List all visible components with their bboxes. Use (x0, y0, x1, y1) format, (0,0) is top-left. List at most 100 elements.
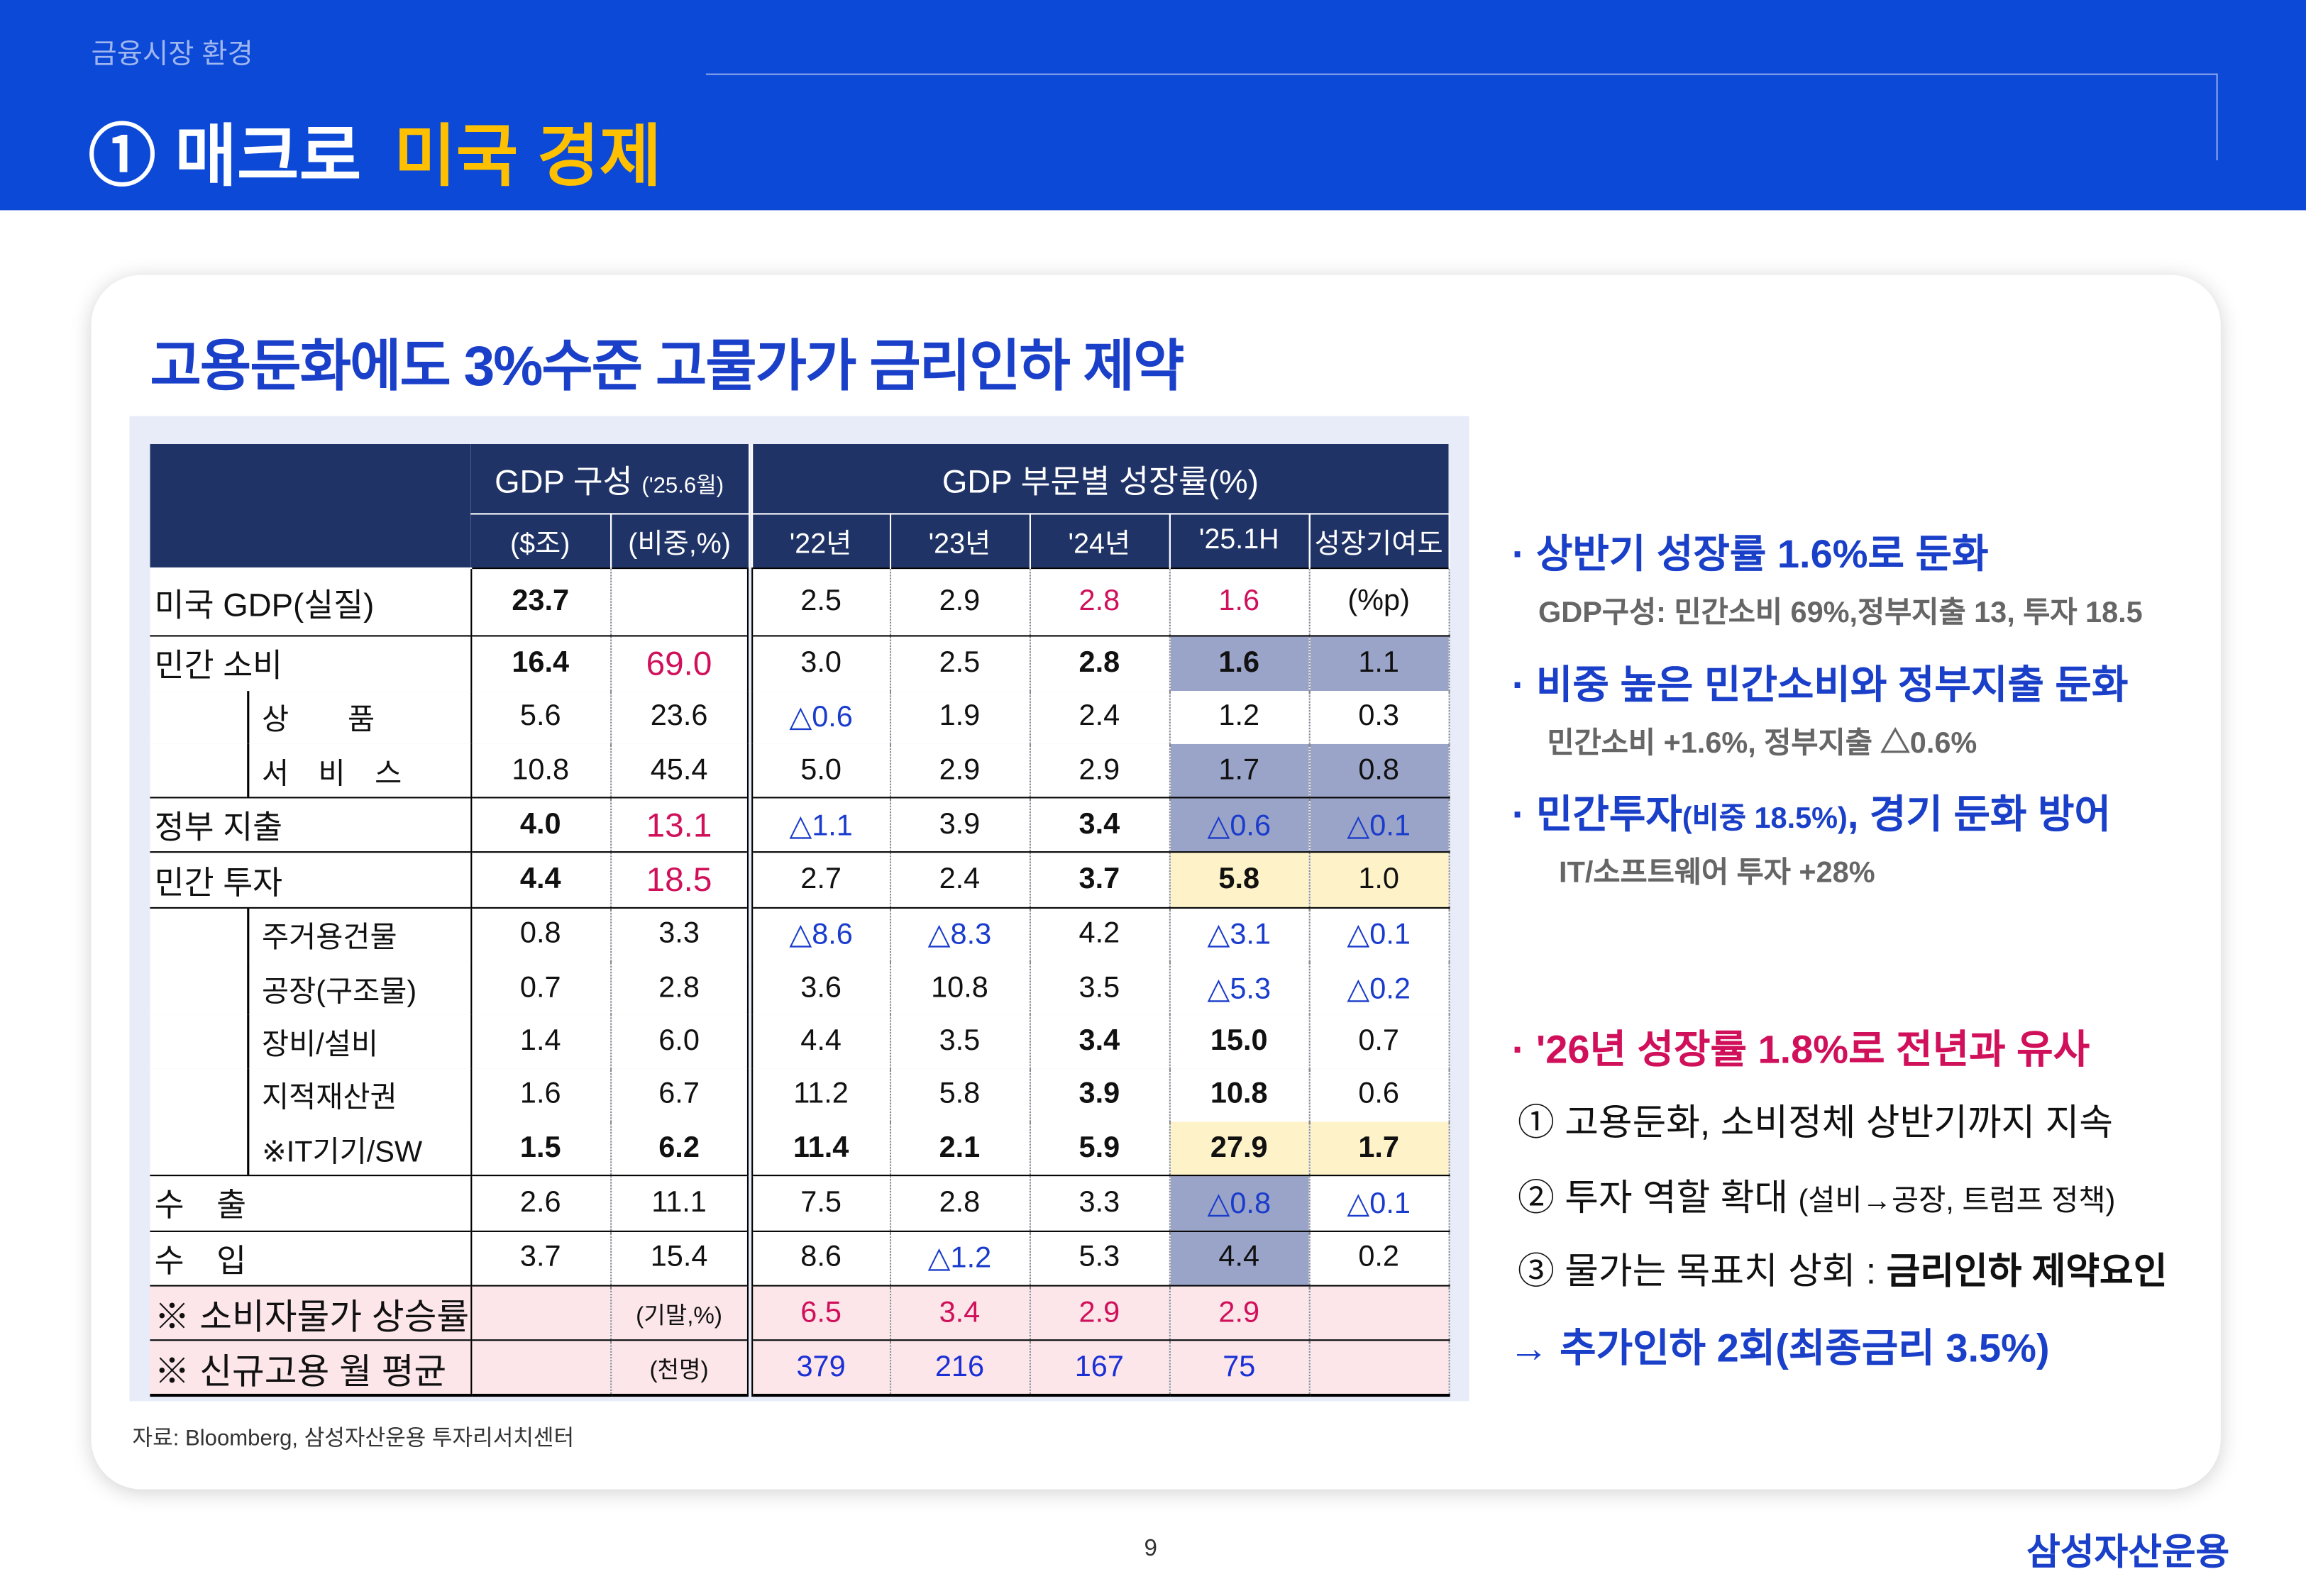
table-cell: 2.8 (610, 961, 754, 1015)
slide-title: ① 매크로 미국 경제 (88, 103, 661, 200)
subheader-row: ($조) (비중,%) '22년 '23년 '24년 '25.1H 성장기여도 (150, 514, 1450, 569)
table-cell (610, 567, 754, 637)
row-label: 서 비 스 (150, 743, 472, 798)
table-row: 정부 지출 4.0 13.1 △1.1 3.9 3.4 △0.6 △0.1 (150, 797, 1450, 853)
table-row: 장비/설비 1.4 6.0 4.4 3.5 3.4 15.0 0.7 (150, 1014, 1450, 1069)
table-cell: 3.4 (1029, 797, 1170, 853)
table-cell: △1.1 (750, 797, 891, 853)
table-cell: 2.9 (1169, 1285, 1310, 1341)
table-cell: 1.6 (1169, 567, 1310, 637)
table-cell: 167 (1029, 1339, 1170, 1397)
point-part: ② 투자 역할 확대 (1518, 1177, 1799, 1219)
table-cell: 7.5 (750, 1175, 891, 1231)
table-cell: 0.6 (1308, 1068, 1450, 1122)
table-cell: 11.1 (610, 1175, 754, 1231)
subheader-cell: '24년 (1029, 514, 1170, 569)
table-cell: (천명) (610, 1339, 754, 1397)
table-cell (470, 1285, 612, 1341)
table-cell: 5.6 (470, 690, 612, 744)
table-cell: 1.5 (470, 1121, 612, 1176)
table-cell: 3.7 (1029, 852, 1170, 908)
table-cell: 2.9 (1029, 1285, 1170, 1341)
table-cell: △0.1 (1308, 1175, 1450, 1231)
table-row: ※IT기기/SW 1.5 6.2 11.4 2.1 5.9 27.9 1.7 (150, 1121, 1450, 1176)
table-cell: △0.1 (1308, 797, 1450, 853)
table-cell: 6.7 (610, 1068, 754, 1122)
table-cell: 2.9 (889, 567, 1030, 637)
table-cell: 3.0 (750, 636, 891, 691)
table-cell (470, 1339, 612, 1397)
table-cell: (%p) (1308, 567, 1450, 637)
table-cell: 2.5 (889, 636, 1030, 691)
bullet: · 비중 높은 민간소비와 정부지출 둔화 (1511, 663, 2129, 707)
table-cell: 11.4 (750, 1121, 891, 1176)
bullet-part: (비중 18.5%) (1682, 802, 1848, 836)
table-cell: 27.9 (1169, 1121, 1310, 1176)
bullet: · 상반기 성장률 1.6%로 둔화 (1511, 532, 1989, 577)
row-label: 장비/설비 (150, 1014, 472, 1069)
table-cell: △0.8 (1169, 1175, 1310, 1231)
header-text: ('25.6월) (641, 472, 724, 498)
source-note: 자료: Bloomberg, 삼성자산운용 투자리서치센터 (132, 1426, 575, 1451)
table-cell: △5.3 (1169, 961, 1310, 1015)
table-cell: 1.0 (1308, 852, 1450, 908)
table-cell: 3.7 (470, 1229, 612, 1286)
header-cell: GDP 구성 ('25.6월) (470, 443, 753, 515)
table-cell: 5.0 (750, 743, 891, 798)
table-row: 주거용건물 0.8 3.3 △8.6 △8.3 4.2 △3.1 △0.1 (150, 907, 1450, 962)
subheader-cell: ($조) (470, 514, 612, 569)
table-cell: 3.5 (1029, 961, 1170, 1015)
table-cell: 2.4 (889, 852, 1030, 908)
row-label: 정부 지출 (150, 797, 472, 853)
table-cell: 3.4 (889, 1285, 1030, 1341)
page-number: 9 (1144, 1536, 1158, 1562)
table-cell: 0.3 (1308, 690, 1450, 744)
table-cell: 1.9 (889, 690, 1030, 744)
table-row: 민간 투자 4.4 18.5 2.7 2.4 3.7 5.8 1.0 (150, 852, 1450, 908)
table-cell: 2.7 (750, 852, 891, 908)
table-row: 민간 소비 16.4 69.0 3.0 2.5 2.8 1.6 1.1 (150, 636, 1450, 691)
table-cell: 23.7 (470, 567, 612, 637)
subheader-cell: 성장기여도 (1308, 514, 1450, 569)
subheader-cell: '23년 (889, 514, 1030, 569)
table-cell: 1.7 (1308, 1121, 1450, 1176)
table-cell (1308, 1339, 1450, 1397)
table-cell: △8.3 (889, 907, 1030, 962)
table-cell: (기말,%) (610, 1285, 754, 1341)
table-cell: 4.4 (750, 1014, 891, 1069)
table-row: 수 입 3.7 15.4 8.6 △1.2 5.3 4.4 0.2 (150, 1229, 1450, 1286)
table-cell: △1.2 (889, 1229, 1030, 1286)
card-title: 고용둔화에도 3%수준 고물가가 금리인하 제약 (150, 336, 1184, 399)
table-cell: 1.6 (1169, 636, 1310, 691)
table-row: 지적재산권 1.6 6.7 11.2 5.8 3.9 10.8 0.6 (150, 1068, 1450, 1122)
table-cell: 5.8 (1169, 852, 1310, 908)
table-cell: 6.0 (610, 1014, 754, 1069)
point-part: ③ 물가는 목표치 상회 : (1518, 1251, 1887, 1292)
table-cell: 3.3 (1029, 1175, 1170, 1231)
table-cell: 2.9 (889, 743, 1030, 798)
table-cell: 3.3 (610, 907, 754, 962)
table-cell: 3.4 (1029, 1014, 1170, 1069)
table-cell: 3.5 (889, 1014, 1030, 1069)
table-cell: 2.1 (889, 1121, 1030, 1176)
table-cell: 23.6 (610, 690, 754, 744)
table-cell: 15.0 (1169, 1014, 1310, 1069)
table-cell: 1.4 (470, 1014, 612, 1069)
table-cell: 10.8 (1169, 1068, 1310, 1122)
row-label: 주거용건물 (150, 907, 472, 962)
section-label: 금융시장 환경 (91, 39, 253, 71)
bullet-sub: IT/소프트웨어 투자 +28% (1559, 857, 1875, 890)
table-cell: 10.8 (470, 743, 612, 798)
row-label: 수 출 (150, 1175, 472, 1231)
row-label: 지적재산권 (150, 1068, 472, 1122)
table-cell: 10.8 (889, 961, 1030, 1015)
table-row: ※ 소비자물가 상승률 (기말,%) 6.5 3.4 2.9 2.9 (150, 1285, 1450, 1341)
table-row: 공장(구조물) 0.7 2.8 3.6 10.8 3.5 △5.3 △0.2 (150, 961, 1450, 1015)
table-cell: 2.8 (1029, 636, 1170, 691)
table-cell: 3.9 (889, 797, 1030, 853)
table-cell: 216 (889, 1339, 1030, 1397)
table-cell: 45.4 (610, 743, 754, 798)
table-cell: 15.4 (610, 1229, 754, 1286)
